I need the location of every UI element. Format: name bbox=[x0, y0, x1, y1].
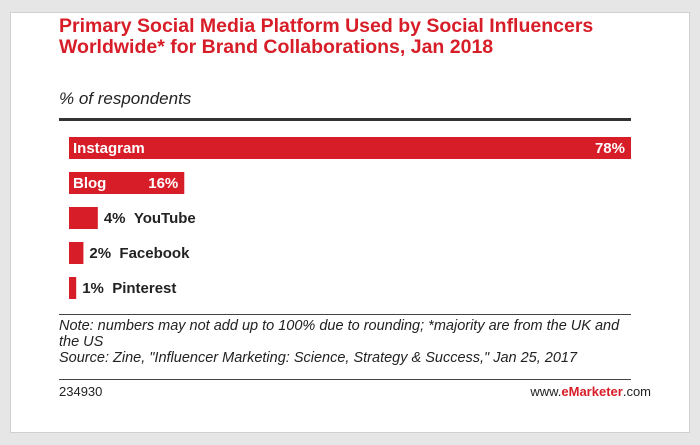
bar-pinterest bbox=[69, 277, 77, 299]
value-label-blog: 16% bbox=[148, 175, 178, 192]
notes-divider bbox=[59, 314, 631, 315]
value-label-youtube: 4% bbox=[104, 210, 126, 227]
value-label-instagram: 78% bbox=[595, 140, 625, 157]
chart-subtitle: % of respondents bbox=[59, 89, 192, 108]
brand-suffix: .com bbox=[622, 384, 651, 399]
bar-youtube bbox=[69, 207, 98, 229]
chart-title: Primary Social Media Platform Used by So… bbox=[59, 15, 594, 58]
category-label-pinterest: Pinterest bbox=[112, 280, 176, 297]
top-divider bbox=[59, 118, 631, 121]
emarketer-link[interactable]: www.eMarketer.com bbox=[530, 384, 651, 399]
chart-card bbox=[10, 12, 690, 433]
bar-instagram bbox=[69, 137, 631, 159]
category-label-instagram: Instagram bbox=[73, 140, 145, 157]
chart-id: 234930 bbox=[59, 384, 103, 399]
note-text: Note: numbers may not add up to 100% due… bbox=[59, 318, 620, 350]
value-label-facebook: 2% bbox=[89, 245, 111, 262]
category-label-youtube: YouTube bbox=[134, 210, 196, 227]
brand-name: eMarketer bbox=[561, 384, 623, 399]
footer-divider bbox=[59, 379, 631, 380]
category-label-blog: Blog bbox=[73, 175, 106, 192]
value-label-pinterest: 1% bbox=[82, 280, 104, 297]
source-text: Source: Zine, "Influencer Marketing: Sci… bbox=[59, 350, 578, 366]
brand-prefix: www. bbox=[530, 384, 562, 399]
category-label-facebook: Facebook bbox=[119, 245, 190, 262]
chart-notes: Note: numbers may not add up to 100% due… bbox=[59, 318, 631, 366]
bar-blog bbox=[69, 172, 185, 194]
bar-facebook bbox=[69, 242, 84, 264]
